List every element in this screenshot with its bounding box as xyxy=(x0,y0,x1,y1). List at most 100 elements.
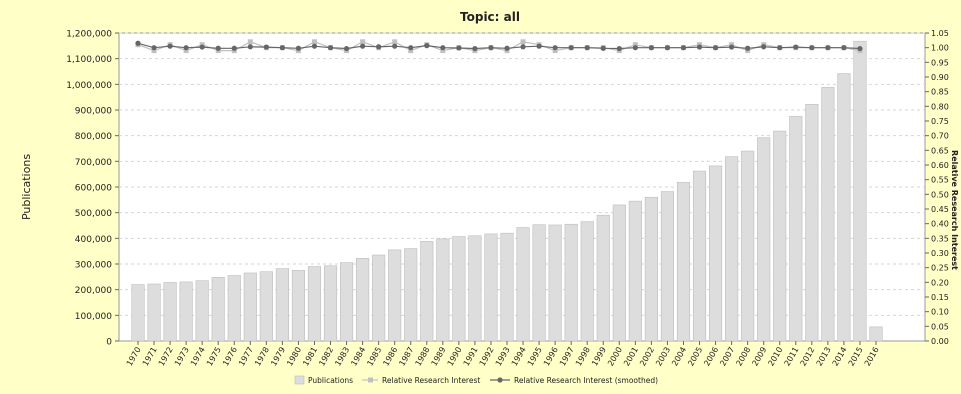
x-tick-label: 1987 xyxy=(397,346,415,368)
x-tick-label: 2002 xyxy=(638,346,656,368)
bar-1995 xyxy=(532,224,546,342)
right-tick-label: 0.65 xyxy=(931,146,949,155)
smoothed-interest-point xyxy=(600,45,606,51)
smoothed-interest-point xyxy=(729,44,735,50)
left-tick-label: 300,000 xyxy=(75,261,112,271)
x-tick-label: 1979 xyxy=(269,346,287,368)
x-tick-label: 2000 xyxy=(606,346,624,368)
left-tick-label: 1,100,000 xyxy=(66,55,112,65)
bars-layer xyxy=(131,40,883,342)
x-tick-label: 2007 xyxy=(718,346,736,368)
bar-2004 xyxy=(676,182,691,342)
left-tick-label: 400,000 xyxy=(75,235,112,245)
x-tick-label: 1984 xyxy=(349,346,367,368)
right-tick-label: 0.35 xyxy=(931,234,949,243)
smoothed-interest-point xyxy=(664,45,671,51)
right-tick-label: 0.20 xyxy=(931,278,949,287)
right-tick-label: 0.55 xyxy=(931,176,949,185)
smoothed-interest-point xyxy=(295,45,302,51)
x-tick-label: 2004 xyxy=(670,346,688,368)
right-tick-label: 0.10 xyxy=(931,308,949,317)
bar-1977 xyxy=(243,272,257,342)
legend-marker-raw xyxy=(368,377,373,383)
bar-1998 xyxy=(580,221,594,342)
bar-1970 xyxy=(131,284,145,342)
lines-layer xyxy=(135,39,863,54)
bar-2002 xyxy=(644,196,658,342)
bar-1991 xyxy=(468,235,482,342)
smoothed-interest-point xyxy=(424,43,430,49)
right-tick-label: 0.40 xyxy=(931,220,949,229)
smoothed-interest-point xyxy=(680,45,687,51)
smoothed-interest-point xyxy=(696,44,703,50)
right-tick-label: 0.80 xyxy=(931,102,949,111)
legend-label-publications: Publications xyxy=(308,376,353,385)
bar-1979 xyxy=(275,268,289,342)
x-tick-label: 1974 xyxy=(189,346,207,368)
x-tick-label: 1973 xyxy=(173,346,191,368)
x-tick-label: 2006 xyxy=(702,346,720,368)
smoothed-interest-point xyxy=(376,44,382,50)
raw-interest-point xyxy=(392,39,398,45)
x-tick-label: 2012 xyxy=(799,346,817,368)
bar-2015 xyxy=(853,40,867,342)
smoothed-interest-point xyxy=(327,45,334,51)
right-tick-label: 0.95 xyxy=(931,58,949,67)
bar-1976 xyxy=(227,275,241,342)
left-tick-label: 200,000 xyxy=(75,286,112,296)
smoothed-interest-point xyxy=(712,45,719,51)
smoothed-interest-point xyxy=(167,43,173,49)
x-tick-label: 1970 xyxy=(125,346,143,368)
x-tick-label: 1983 xyxy=(333,346,351,368)
bar-1973 xyxy=(179,281,193,342)
bar-2008 xyxy=(741,150,755,342)
bar-2016 xyxy=(869,326,883,342)
bar-1987 xyxy=(404,248,418,342)
bar-2014 xyxy=(837,73,851,342)
left-tick-label: 500,000 xyxy=(75,209,112,219)
bar-2009 xyxy=(757,137,771,342)
x-tick-label: 1999 xyxy=(590,346,608,368)
bar-2013 xyxy=(821,87,835,342)
x-tick-label: 2003 xyxy=(654,346,672,368)
legend-label-raw: Relative Research Interest xyxy=(382,376,480,385)
x-tick-label: 1990 xyxy=(446,346,464,368)
smoothed-interest-point xyxy=(536,43,542,49)
bar-1981 xyxy=(307,266,322,342)
left-tick-label: 100,000 xyxy=(75,312,112,322)
right-tick-label: 1.00 xyxy=(931,44,949,53)
bar-1975 xyxy=(211,277,225,342)
bar-1983 xyxy=(340,262,354,342)
bar-2011 xyxy=(789,116,803,342)
right-tick-label: 0.00 xyxy=(931,337,949,346)
x-tick-label: 2015 xyxy=(847,346,865,368)
x-tick-label: 1996 xyxy=(542,346,560,368)
bar-1992 xyxy=(484,233,498,342)
x-tick-label: 1972 xyxy=(157,346,175,368)
bar-1996 xyxy=(548,224,562,342)
smoothed-interest-point xyxy=(231,45,237,51)
x-axis: 1970197119721973197419751976197719781979… xyxy=(125,341,881,368)
right-tick-label: 0.50 xyxy=(931,190,949,199)
smoothed-interest-point xyxy=(151,45,157,51)
left-tick-label: 800,000 xyxy=(75,132,112,142)
right-axis: 0.00 0.05 0.10 0.15 0.20 0.25 0.30 0.35 0.40 0.45… xyxy=(925,29,949,346)
raw-interest-point xyxy=(408,48,414,54)
bar-2006 xyxy=(709,165,723,342)
right-tick-label: 0.90 xyxy=(931,73,949,82)
bar-1971 xyxy=(147,283,161,342)
smoothed-interest-point xyxy=(199,44,205,50)
x-tick-label: 1982 xyxy=(317,346,335,368)
x-tick-label: 1977 xyxy=(237,346,255,368)
right-tick-label: 0.05 xyxy=(931,322,949,331)
bar-2010 xyxy=(773,130,787,342)
right-tick-label: 0.45 xyxy=(931,205,949,214)
bar-1972 xyxy=(163,282,177,342)
x-tick-label: 1989 xyxy=(430,346,448,368)
bar-1974 xyxy=(195,280,209,342)
legend-label-smoothed: Relative Research Interest (smoothed) xyxy=(514,376,658,385)
bar-2001 xyxy=(628,200,642,342)
raw-interest-point xyxy=(552,48,558,54)
smoothed-interest-point xyxy=(392,43,398,49)
